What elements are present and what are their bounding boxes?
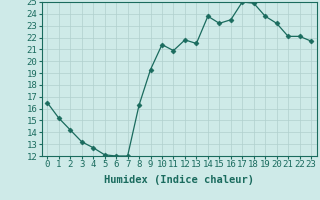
X-axis label: Humidex (Indice chaleur): Humidex (Indice chaleur) bbox=[104, 175, 254, 185]
